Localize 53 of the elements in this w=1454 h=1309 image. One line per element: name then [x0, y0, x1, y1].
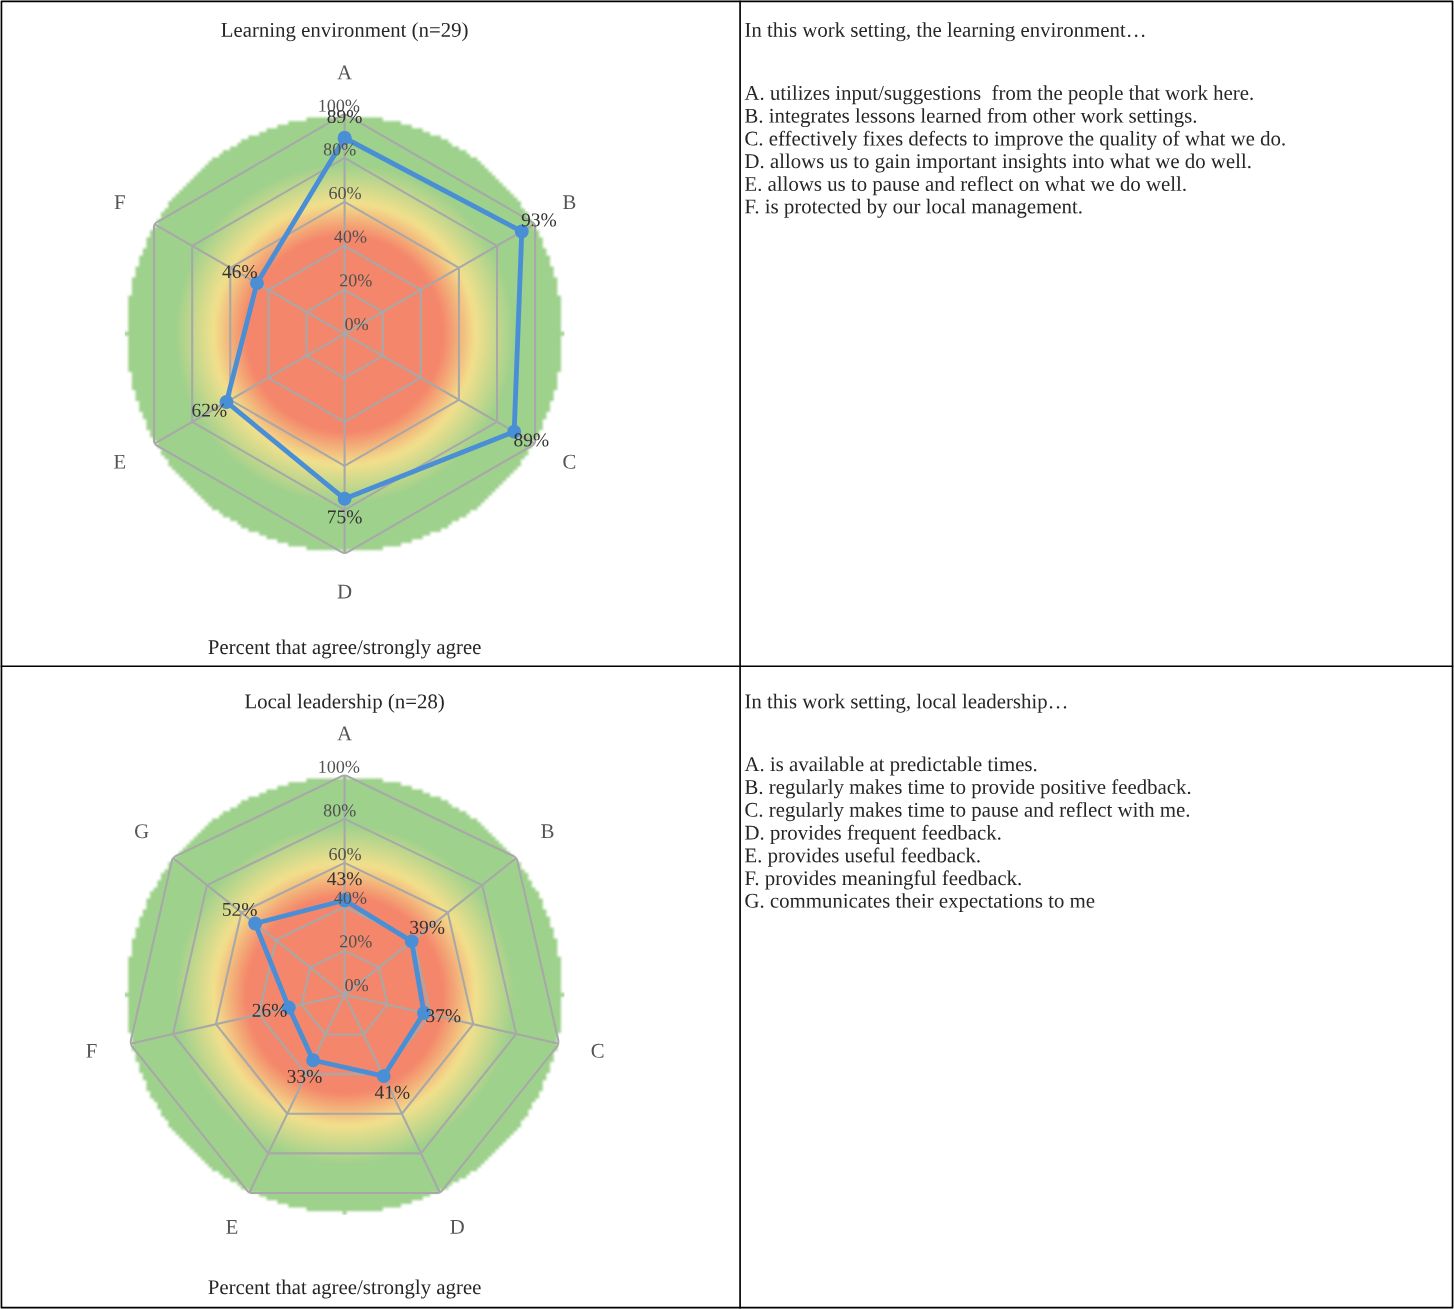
text: B. regularly makes time to provide positive feedback. — [745, 779, 1191, 799]
data-label: 46% — [222, 265, 257, 279]
spoke-label: A — [337, 65, 352, 80]
data-label: 33% — [287, 1069, 322, 1084]
data-label: 41% — [374, 1085, 410, 1099]
spoke-label: C — [591, 1043, 604, 1058]
text: F. provides meaningful feedback. — [745, 870, 1021, 890]
y-tick-label: 40% — [334, 230, 367, 243]
text: E. allows us to pause and reflect on what we do well. — [745, 176, 1186, 196]
spoke-label: B — [563, 195, 576, 210]
data-label: 93% — [521, 213, 557, 227]
spoke-label: F — [86, 1043, 97, 1058]
y-tick-label: 80% — [323, 804, 356, 817]
spoke-label: E — [226, 1220, 238, 1234]
y-tick-label: 60% — [329, 847, 361, 861]
text: Percent that agree/strongly agree — [208, 639, 481, 659]
text: D. allows us to gain important insights into what we do well. — [745, 153, 1251, 173]
spoke-label: D — [337, 584, 352, 599]
y-tick-label: 100% — [319, 99, 360, 112]
chart-title: Learning environment (n=29) — [221, 22, 468, 42]
y-tick-label: 20% — [340, 274, 372, 287]
text: E. provides useful feedback. — [745, 847, 980, 867]
data-label: 75% — [328, 510, 362, 524]
y-tick-label: 20% — [340, 935, 372, 948]
data-label: 43% — [327, 872, 362, 886]
spoke-label: G — [134, 824, 149, 839]
y-tick-label: 0% — [345, 978, 369, 992]
y-tick-label: 60% — [329, 186, 361, 200]
spoke-label: D — [450, 1220, 464, 1234]
data-label: 89% — [327, 109, 362, 124]
text: In this work setting, the learning environment… — [745, 22, 1145, 42]
data-label: 37% — [426, 1009, 461, 1023]
text: G. communicates their expectations to me — [745, 893, 1095, 913]
spoke-label: B — [541, 824, 554, 839]
y-tick-label: 0% — [345, 317, 369, 331]
text: B. integrates lessons learned from other work settings. — [745, 107, 1197, 128]
data-label: 52% — [222, 902, 257, 917]
text: A. utilizes input/suggestions from the people that work here. — [744, 85, 1253, 105]
text: C. regularly makes time to pause and reflect with me. — [745, 801, 1190, 822]
spoke-label: F — [114, 195, 125, 210]
text: C. effectively fixes defects to improve the quality of what we do. — [745, 130, 1285, 150]
y-tick-label: 100% — [319, 760, 360, 773]
text: In this work setting, local leadership… — [745, 693, 1067, 713]
data-label: 62% — [192, 403, 227, 417]
text: A. is available at predictable times. — [744, 756, 1037, 776]
spoke-label: C — [563, 454, 576, 469]
spoke-label: A — [337, 726, 352, 741]
text: F. is protected by our local management. — [745, 198, 1082, 218]
text: Percent that agree/strongly agree — [208, 1279, 481, 1299]
spoke-label: E — [114, 454, 126, 469]
text: D. provides frequent feedback. — [745, 824, 1001, 844]
chart-title: Local leadership (n=28) — [245, 693, 444, 713]
data-label: 39% — [410, 920, 445, 934]
